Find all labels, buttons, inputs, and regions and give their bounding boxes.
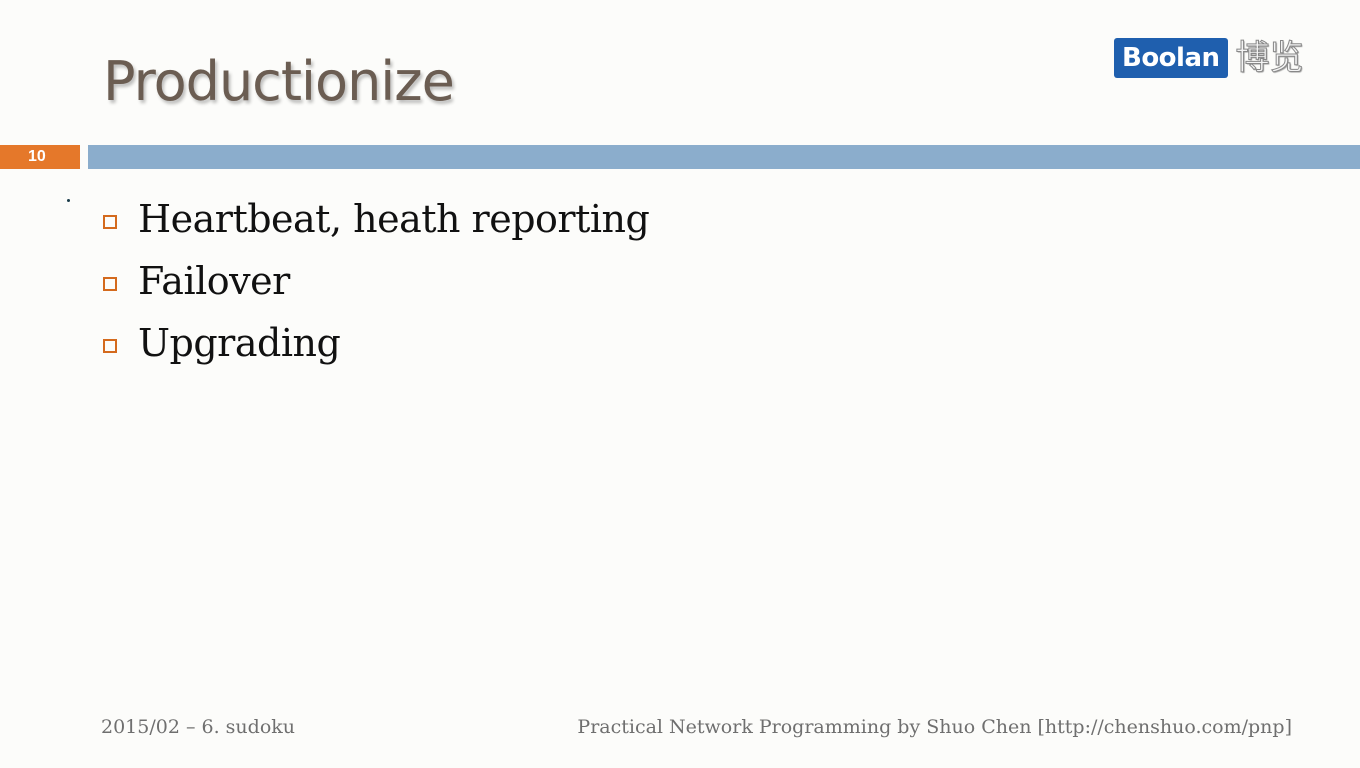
bullet-item: Heartbeat, heath reporting bbox=[103, 188, 650, 250]
cursor-dot-icon bbox=[67, 199, 70, 202]
bullet-item: Upgrading bbox=[103, 312, 649, 374]
bullet-item: Failover bbox=[103, 250, 649, 312]
bullet-text: Upgrading bbox=[138, 321, 341, 365]
square-bullet-icon bbox=[103, 277, 117, 291]
title-divider-bar bbox=[88, 145, 1360, 169]
bullet-text: Failover bbox=[138, 259, 290, 303]
logo-chinese-text: 博览 bbox=[1235, 38, 1304, 79]
footer-date: 2015/02 – 6. sudoku bbox=[101, 716, 296, 738]
page-number-badge: 10 bbox=[0, 145, 80, 169]
bullet-list: Heartbeat, heath reporting Failover Upgr… bbox=[103, 188, 650, 374]
logo-text: Boolan bbox=[1114, 38, 1228, 78]
slide-title: Productionize bbox=[103, 50, 455, 113]
square-bullet-icon bbox=[103, 215, 117, 229]
bullet-text: Heartbeat, heath reporting bbox=[138, 197, 650, 241]
boolan-logo: Boolan 博览 bbox=[1114, 38, 1304, 79]
square-bullet-icon bbox=[103, 339, 117, 353]
footer-credit: Practical Network Programming by Shuo Ch… bbox=[577, 716, 1292, 738]
